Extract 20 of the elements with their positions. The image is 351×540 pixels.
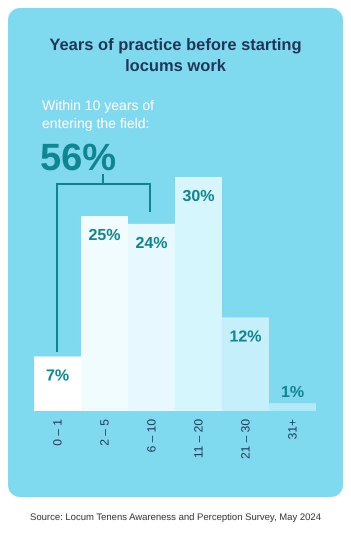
annotation: 56% [40, 137, 116, 179]
data-label: 1% [280, 384, 304, 402]
data-label: 12% [229, 328, 262, 346]
x-tick-label: 6 – 10 [144, 418, 158, 452]
bar [175, 177, 222, 411]
x-tick-label: 11 – 20 [192, 418, 206, 458]
x-tick-label: 2 – 5 [98, 418, 112, 446]
source-note: Source: Locum Tenens Awareness and Perception Survey, May 2024 [30, 512, 321, 523]
data-label: 7% [46, 367, 70, 384]
data-label: 30% [182, 188, 215, 205]
text: Within 10 years of entering the field: [42, 97, 154, 131]
data-label: 25% [88, 227, 121, 244]
bar [269, 403, 316, 411]
bar [222, 317, 269, 411]
bar [34, 356, 81, 411]
x-tick-label: 0 – 1 [50, 418, 64, 446]
chart-title: Years of practice before starting locums work [49, 36, 302, 75]
x-tick-label: 31+ [286, 419, 300, 440]
x-tick-label: 21 – 30 [238, 418, 252, 460]
data-label: 24% [135, 234, 168, 252]
